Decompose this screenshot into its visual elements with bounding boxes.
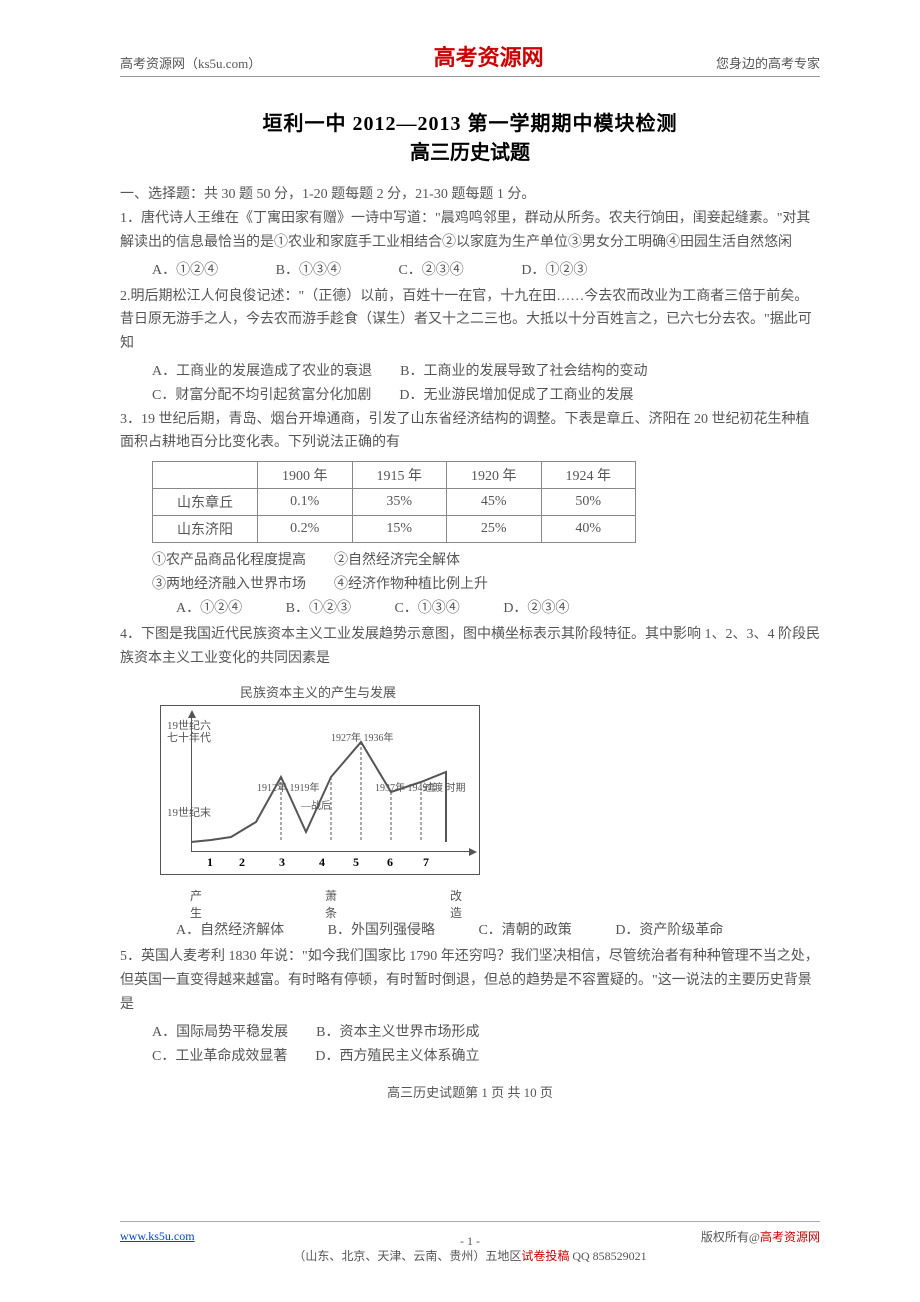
q4-opt-d: D．资产阶级革命 — [615, 919, 723, 939]
th: 1920 年 — [447, 462, 542, 489]
bottom-label-right: 改 造 — [450, 887, 462, 921]
q5-opt-b: B．资本主义世界市场形成 — [316, 1025, 479, 1040]
bottom-label-mid: 萧 条 — [325, 887, 337, 921]
q3-stmt-1: ①农产品商品化程度提高 — [152, 553, 306, 568]
q3-stmt-3: ③两地经济融入世界市场 — [152, 577, 306, 592]
title-block: 垣利一中 2012—2013 第一学期期中模块检测 高三历史试题 — [120, 107, 820, 165]
q3-statements: ①农产品商品化程度提高 ②自然经济完全解体 ③两地经济融入世界市场 ④经济作物种… — [120, 549, 820, 597]
footer-copyright-pre: 版权所有@ — [701, 1230, 760, 1244]
q2-opt-b: B．工商业的发展导致了社会结构的变动 — [400, 364, 647, 379]
q2-opt-d: D．无业游民增加促成了工商业的发展 — [399, 388, 633, 403]
footer-copyright-red: 高考资源网 — [760, 1230, 820, 1244]
table-row: 山东章丘 0.1% 35% 45% 50% — [153, 489, 636, 516]
exam-subtitle: 高三历史试题 — [120, 136, 820, 165]
q5-opt-a: A．国际局势平稳发展 — [152, 1025, 288, 1040]
question-4-options: A．自然经济解体 B．外国列强侵略 C．清朝的政策 D．资产阶级革命 — [120, 919, 820, 939]
q5-opt-c: C．工业革命成效显著 — [152, 1049, 287, 1064]
table-row: 山东济阳 0.2% 15% 25% 40% — [153, 516, 636, 543]
footer-center-red: 试卷投稿 — [521, 1249, 569, 1263]
td: 25% — [447, 516, 542, 543]
question-5: 5．英国人麦考利 1830 年说："如今我们国家比 1790 年还穷吗？我们坚决… — [120, 945, 820, 1016]
page-header: 高考资源网（ks5u.com） 高考资源网 您身边的高考专家 — [120, 40, 820, 77]
question-1: 1．唐代诗人王维在《丁寓田家有赠》一诗中写道："晨鸡鸣邻里，群动从所务。农夫行饷… — [120, 207, 820, 255]
td: 0.2% — [258, 516, 353, 543]
q1-opt-d: D．①②③ — [521, 259, 587, 279]
footer-center-row: （山东、北京、天津、云南、贵州）五地区试卷投稿 QQ 858529021 — [120, 1247, 820, 1264]
q3-opt-d: D．②③④ — [503, 597, 569, 617]
q2-opt-c: C．财富分配不均引起贫富分化加剧 — [152, 388, 371, 403]
section-heading: 一、选择题：共 30 题 50 分，1-20 题每题 2 分，21-30 题每题… — [120, 183, 820, 203]
footer-center-pre: （山东、北京、天津、云南、贵州）五地区 — [293, 1249, 521, 1263]
question-4: 4．下图是我国近代民族资本主义工业发展趋势示意图，图中横坐标表示其阶段特征。其中… — [120, 623, 820, 671]
q4-opt-a: A．自然经济解体 — [176, 919, 284, 939]
question-2-options: A．工商业的发展造成了农业的衰退 B．工商业的发展导致了社会结构的变动 C．财富… — [120, 360, 820, 408]
exam-title: 垣利一中 2012—2013 第一学期期中模块检测 — [120, 107, 820, 136]
bottom-label-left: 产 生 — [190, 887, 202, 921]
td: 50% — [541, 489, 636, 516]
chart-title: 民族资本主义的产生与发展 — [240, 682, 820, 701]
th: 1900 年 — [258, 462, 353, 489]
question-1-options: A．①②④ B．①③④ C．②③④ D．①②③ — [120, 259, 820, 279]
td: 山东济阳 — [153, 516, 258, 543]
footer-url[interactable]: www.ks5u.com — [120, 1229, 195, 1244]
trend-line-icon — [191, 722, 471, 852]
td: 40% — [541, 516, 636, 543]
q3-stmt-2: ②自然经济完全解体 — [334, 553, 460, 568]
seg-5: 5 — [353, 855, 359, 870]
q4-opt-b: B．外国列强侵略 — [328, 919, 435, 939]
td: 45% — [447, 489, 542, 516]
td: 山东章丘 — [153, 489, 258, 516]
q3-opt-b: B．①②③ — [286, 597, 351, 617]
q5-opt-d: D．西方殖民主义体系确立 — [315, 1049, 479, 1064]
seg-7: 7 — [423, 855, 429, 870]
q3-table: 1900 年 1915 年 1920 年 1924 年 山东章丘 0.1% 35… — [152, 461, 820, 543]
y-axis-arrow-icon — [188, 710, 196, 718]
q3-opt-c: C．①③④ — [394, 597, 459, 617]
q4-chart-wrap: 民族资本主义的产生与发展 19世纪六 七十年代 19世纪末 1912年 1919… — [160, 682, 820, 905]
footer-copyright: 版权所有@高考资源网 — [701, 1228, 820, 1245]
td: 0.1% — [258, 489, 353, 516]
td: 35% — [352, 489, 447, 516]
inner-page-footer: 高三历史试题第 1 页 共 10 页 — [120, 1082, 820, 1101]
seg-1: 1 — [207, 855, 213, 870]
q3-opt-a: A．①②④ — [176, 597, 242, 617]
trend-chart: 19世纪六 七十年代 19世纪末 1912年 1919年 —战后 1927年 1… — [160, 705, 480, 875]
question-3-intro: 3．19 世纪后期，青岛、烟台开埠通商，引发了山东省经济结构的调整。下表是章丘、… — [120, 408, 820, 456]
q1-opt-c: C．②③④ — [398, 259, 463, 279]
th: 1924 年 — [541, 462, 636, 489]
seg-3: 3 — [279, 855, 285, 870]
q3-stmt-4: ④经济作物种植比例上升 — [334, 577, 488, 592]
seg-6: 6 — [387, 855, 393, 870]
th — [153, 462, 258, 489]
document-page: 高考资源网（ks5u.com） 高考资源网 您身边的高考专家 垣利一中 2012… — [0, 0, 920, 1289]
table-header-row: 1900 年 1915 年 1920 年 1924 年 — [153, 462, 636, 489]
th: 1915 年 — [352, 462, 447, 489]
header-left: 高考资源网（ks5u.com） — [120, 53, 261, 72]
header-center-logo: 高考资源网 — [434, 40, 544, 72]
question-2: 2.明后期松江人何良俊记述："（正德）以前，百姓十一在官，十九在田……今去农而改… — [120, 285, 820, 356]
question-3-options: A．①②④ B．①②③ C．①③④ D．②③④ — [120, 597, 820, 617]
seg-4: 4 — [319, 855, 325, 870]
footer-center-post: QQ 858529021 — [569, 1249, 646, 1263]
header-right: 您身边的高考专家 — [716, 53, 820, 72]
q4-opt-c: C．清朝的政策 — [478, 919, 571, 939]
td: 15% — [352, 516, 447, 543]
q1-opt-a: A．①②④ — [152, 259, 218, 279]
question-5-options: A．国际局势平稳发展 B．资本主义世界市场形成 C．工业革命成效显著 D．西方殖… — [120, 1021, 820, 1069]
q1-opt-b: B．①③④ — [276, 259, 341, 279]
seg-2: 2 — [239, 855, 245, 870]
q2-opt-a: A．工商业的发展造成了农业的衰退 — [152, 364, 372, 379]
